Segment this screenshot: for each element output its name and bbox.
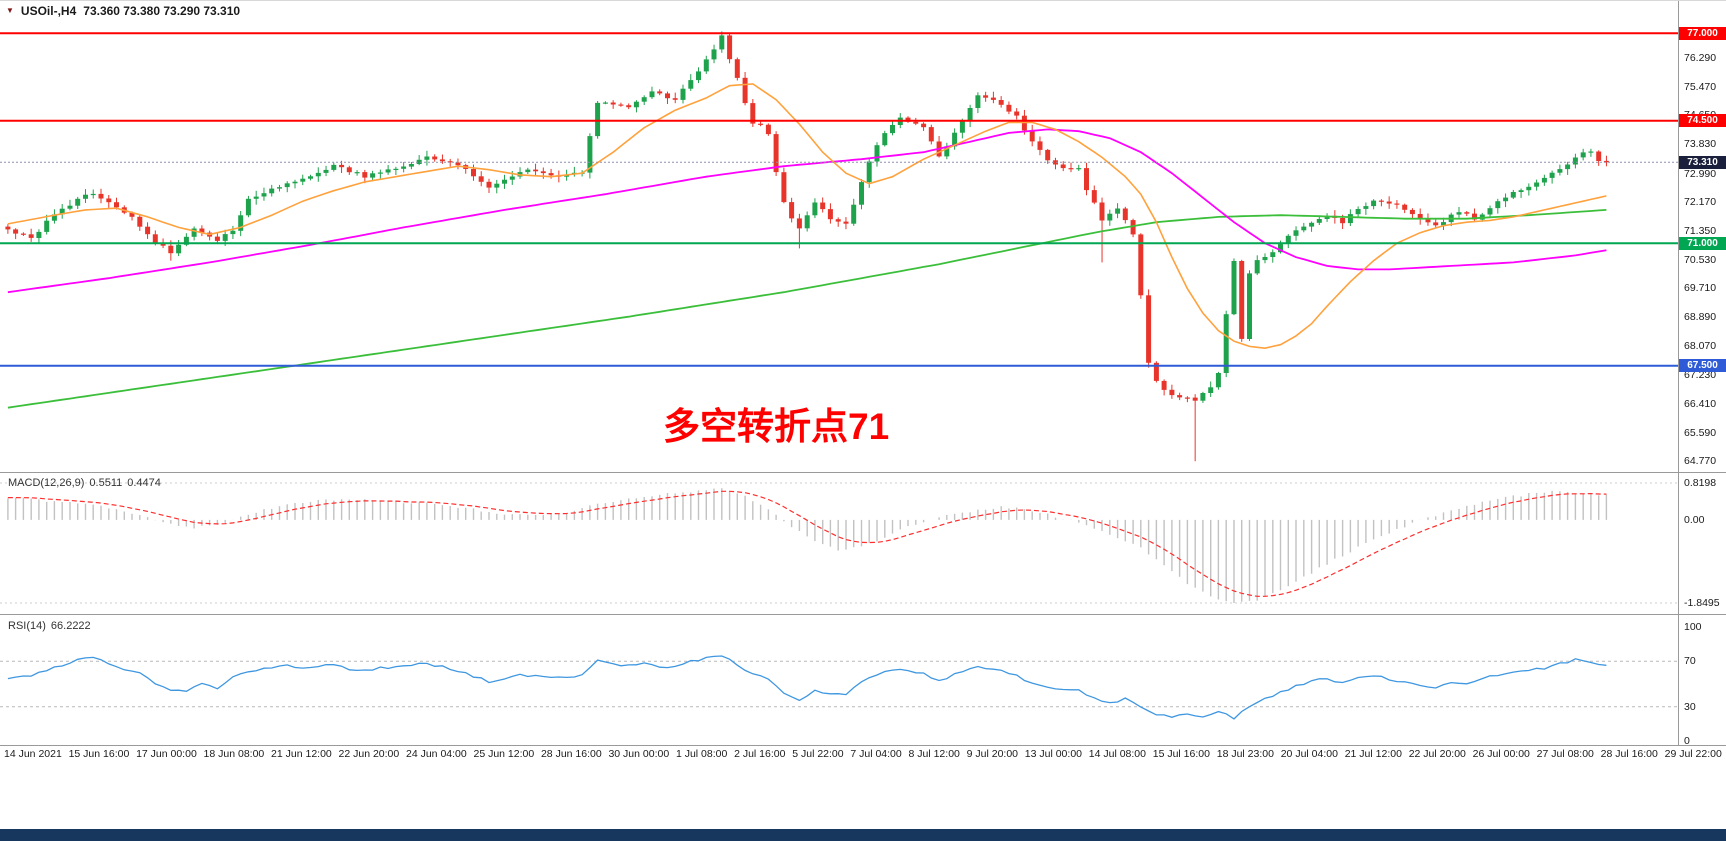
time-axis-label: 5 Jul 22:00: [792, 748, 844, 760]
symbol-collapse-icon[interactable]: ▼: [6, 6, 14, 15]
price-tick-label: 72.990: [1684, 167, 1717, 180]
price-tick-label: 68.890: [1684, 311, 1717, 323]
time-axis-label: 2 Jul 16:00: [734, 748, 786, 760]
time-axis-label: 25 Jun 12:00: [473, 748, 535, 760]
price-tick-label: 64.770: [1684, 455, 1717, 468]
macd-tick-label: 0.8198: [1684, 477, 1717, 489]
macd-tick-label: 0.00: [1684, 513, 1705, 526]
price-level-badge: 77.000: [1679, 26, 1726, 40]
price-tick-label: 69.710: [1684, 282, 1717, 295]
price-tick-label: 65.590: [1684, 426, 1717, 439]
time-axis-label: 14 Jun 2021: [4, 748, 62, 760]
price-level-badge: 74.500: [1679, 114, 1726, 128]
price-tick-label: 71.350: [1684, 224, 1717, 237]
price-tick-label: 72.170: [1684, 196, 1717, 209]
macd-name: MACD(12,26,9): [8, 477, 85, 489]
current-price-badge: 73.310: [1679, 155, 1726, 169]
rsi-value-axis: 100 70 30 0: [1684, 621, 1702, 747]
price-tick-label: 70.530: [1684, 253, 1717, 266]
price-tick-label: 66.410: [1684, 397, 1717, 410]
time-axis-label: 26 Jul 00:00: [1472, 748, 1530, 760]
time-axis-label: 15 Jun 16:00: [68, 748, 130, 760]
chart-header: ▼ USOil-,H4 73.360 73.380 73.290 73.310: [6, 4, 240, 18]
time-axis-label: 18 Jun 08:00: [203, 748, 265, 760]
time-axis-label: 17 Jun 00:00: [136, 748, 197, 760]
time-axis-label: 21 Jun 12:00: [271, 748, 332, 760]
time-axis-label: 20 Jul 04:00: [1280, 748, 1338, 760]
symbol-timeframe-label: USOil-,H4: [20, 4, 77, 18]
ohlc-values-label: 73.360 73.380 73.290 73.310: [83, 4, 241, 18]
time-axis-label: 24 Jun 04:00: [406, 748, 467, 760]
rsi-indicator-label: RSI(14) 66.2222: [8, 620, 91, 632]
time-axis-label: 18 Jul 23:00: [1216, 748, 1274, 760]
chart-annotation-text[interactable]: 多空转折点71: [663, 406, 890, 447]
rsi-tick-label: 100: [1684, 621, 1702, 633]
macd-value-axis: 0.8198 0.00 -1.8495: [1684, 477, 1720, 609]
time-axis-label: 22 Jun 20:00: [338, 748, 400, 760]
rsi-tick-label: 0: [1684, 735, 1690, 747]
time-axis-label: 1 Jul 08:00: [675, 748, 728, 760]
time-axis[interactable]: 14 Jun 2021 15 Jun 16:00 17 Jun 00:00 18 Ju…: [0, 748, 1726, 760]
time-axis-label: 28 Jul 16:00: [1600, 748, 1658, 760]
price-tick-label: 68.070: [1684, 339, 1717, 352]
time-axis-label: 27 Jul 08:00: [1536, 748, 1594, 760]
time-axis-label: 21 Jul 12:00: [1344, 748, 1402, 760]
rsi-tick-label: 30: [1684, 700, 1696, 713]
price-level-badge: 71.000: [1679, 236, 1726, 250]
time-axis-label: 28 Jun 16:00: [540, 748, 602, 760]
price-tick-label: 73.830: [1684, 138, 1717, 151]
time-axis-label: 15 Jul 16:00: [1152, 748, 1210, 760]
price-tick-label: 75.470: [1684, 80, 1717, 93]
rsi-value: 66.2222: [50, 620, 91, 632]
time-axis-label: 22 Jul 20:00: [1408, 748, 1466, 760]
price-axis[interactable]: 76.29075.47074.65073.83072.99072.17071.3…: [0, 0, 1726, 760]
time-axis-label: 7 Jul 04:00: [850, 748, 902, 760]
rsi-name: RSI(14): [8, 620, 46, 632]
macd-main-value: 0.5511: [89, 477, 123, 489]
rsi-tick-label: 70: [1684, 655, 1696, 668]
time-axis-label: 14 Jul 08:00: [1088, 748, 1146, 760]
price-level-badge: 67.500: [1679, 359, 1726, 373]
time-axis-label: 30 Jun 00:00: [608, 748, 670, 760]
time-axis-label: 9 Jul 20:00: [966, 748, 1019, 760]
macd-signal-value: 0.4474: [127, 477, 161, 489]
macd-indicator-label: MACD(12,26,9) 0.5511 0.4474: [8, 477, 161, 489]
time-axis-label: 29 Jul 22:00: [1664, 748, 1722, 760]
window-edge-bar: [0, 829, 1726, 841]
time-axis-label: 13 Jul 00:00: [1024, 748, 1082, 760]
time-axis-label: 8 Jul 12:00: [908, 748, 960, 760]
macd-tick-label: -1.8495: [1684, 597, 1720, 609]
price-tick-label: 76.290: [1684, 52, 1717, 64]
